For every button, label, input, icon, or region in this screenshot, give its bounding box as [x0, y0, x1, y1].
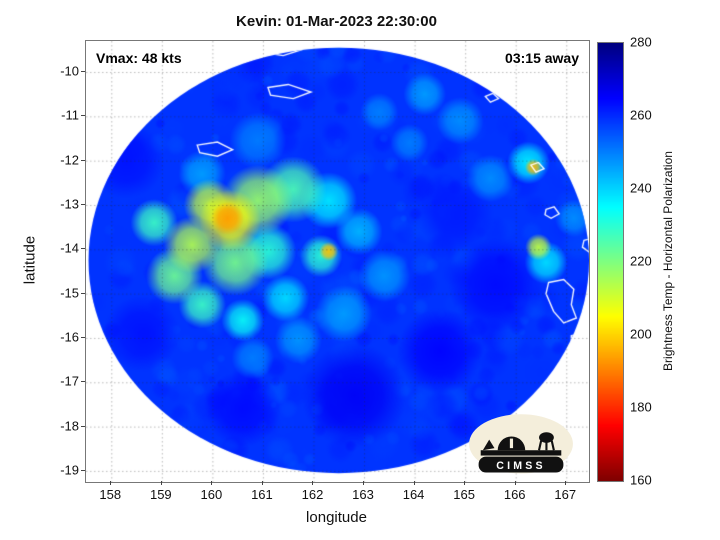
x-tick-mark: [565, 481, 567, 485]
y-tick-mark: [81, 71, 85, 73]
cimss-logo-ground: [480, 450, 562, 456]
x-tick-mark: [261, 481, 263, 485]
colorbar-tick-label: 260: [630, 107, 652, 123]
y-tick-label: -18: [60, 418, 79, 434]
x-tick-label: 162: [301, 487, 324, 502]
water-tower-icon: [539, 432, 554, 443]
eta-annotation: 03:15 away: [505, 50, 579, 66]
dome-slit: [509, 438, 514, 449]
y-tick-mark: [81, 292, 85, 294]
y-tick-label: -14: [60, 240, 79, 256]
y-tick-label: -13: [60, 196, 79, 212]
brightness-temp-image: [86, 41, 589, 482]
y-tick-mark: [81, 425, 85, 427]
colorbar-tick-label: 200: [630, 326, 652, 342]
y-tick-label: -16: [60, 329, 79, 345]
y-tick-mark: [81, 336, 85, 338]
x-tick-label: 161: [251, 487, 273, 502]
y-tick-mark: [81, 115, 85, 117]
x-tick-label: 164: [402, 487, 425, 502]
x-tick-label: 165: [453, 487, 475, 502]
cimss-banner: [478, 456, 564, 473]
x-tick-mark: [413, 481, 415, 485]
y-tick-mark: [81, 469, 85, 471]
plot-title: Kevin: 01-Mar-2023 22:30:00: [236, 13, 437, 30]
colorbar-tick-label: 160: [630, 472, 652, 488]
x-tick-label: 163: [352, 487, 374, 502]
x-tick-label: 167: [554, 487, 577, 502]
colorbar-tick-label: 220: [630, 253, 652, 269]
y-tick-label: -19: [60, 462, 79, 478]
colorbar-label: Brightness Temp - Horizontal Polarizatio…: [661, 151, 675, 371]
colorbar-tick-label: 280: [630, 34, 652, 50]
x-tick-mark: [312, 481, 314, 485]
y-tick-label: -11: [61, 107, 79, 123]
water-tower-legs: [537, 440, 555, 451]
x-tick-label: 158: [99, 487, 122, 502]
satellite-dish-icon: [482, 439, 495, 451]
x-tick-mark: [514, 481, 516, 485]
y-tick-label: -15: [60, 285, 79, 301]
colorbar: [597, 42, 624, 482]
colorbar-gradient: [598, 43, 623, 481]
cimss-logo-text: CIMSS: [496, 460, 545, 472]
y-tick-mark: [81, 159, 85, 161]
colorbar-tick-label: 240: [630, 180, 652, 196]
x-tick-label: 159: [149, 487, 172, 502]
x-axis-label: longitude: [306, 509, 367, 526]
colorbar-tick-label: 180: [630, 399, 652, 415]
x-tick-mark: [211, 481, 213, 485]
y-tick-mark: [81, 203, 85, 205]
x-tick-mark: [464, 481, 466, 485]
x-tick-mark: [363, 481, 365, 485]
y-axis-label: latitude: [21, 235, 39, 285]
x-tick-mark: [160, 481, 162, 485]
x-tick-label: 160: [200, 487, 223, 502]
vmax-annotation: Vmax: 48 kts: [96, 50, 182, 66]
y-tick-label: -17: [60, 373, 79, 389]
plot-area: Vmax: 48 kts 03:15 away CIMSS: [85, 40, 590, 483]
y-tick-mark: [81, 381, 85, 383]
y-tick-label: -10: [60, 63, 79, 79]
y-tick-mark: [81, 248, 85, 250]
y-tick-label: -12: [60, 152, 79, 168]
x-tick-mark: [110, 481, 112, 485]
x-tick-label: 166: [503, 487, 526, 502]
cimss-logo: CIMSS: [469, 414, 573, 474]
